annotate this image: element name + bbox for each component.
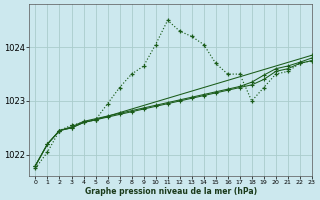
X-axis label: Graphe pression niveau de la mer (hPa): Graphe pression niveau de la mer (hPa) — [84, 187, 257, 196]
